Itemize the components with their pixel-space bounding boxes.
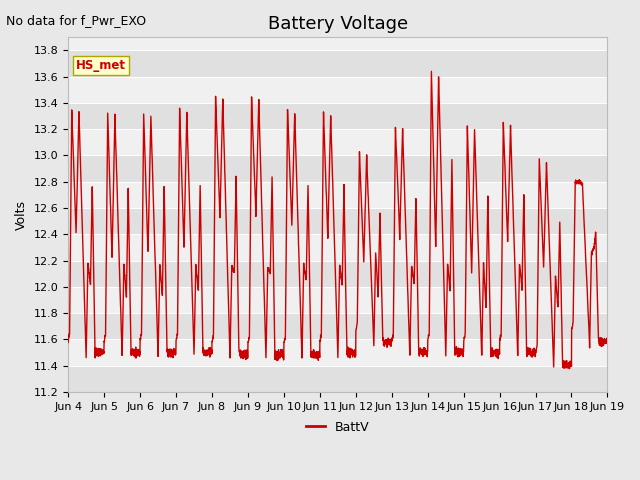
- Text: No data for f_Pwr_EXO: No data for f_Pwr_EXO: [6, 14, 147, 27]
- Bar: [68, 156, 607, 182]
- Legend: BattV: BattV: [301, 416, 374, 439]
- Bar: [68, 261, 607, 287]
- Y-axis label: Volts: Volts: [15, 200, 28, 229]
- Title: Battery Voltage: Battery Voltage: [268, 15, 408, 33]
- Bar: [68, 103, 607, 129]
- Bar: [68, 313, 607, 339]
- Bar: [68, 208, 607, 234]
- Bar: [68, 50, 607, 77]
- Bar: [68, 366, 607, 392]
- Text: HS_met: HS_met: [76, 59, 126, 72]
